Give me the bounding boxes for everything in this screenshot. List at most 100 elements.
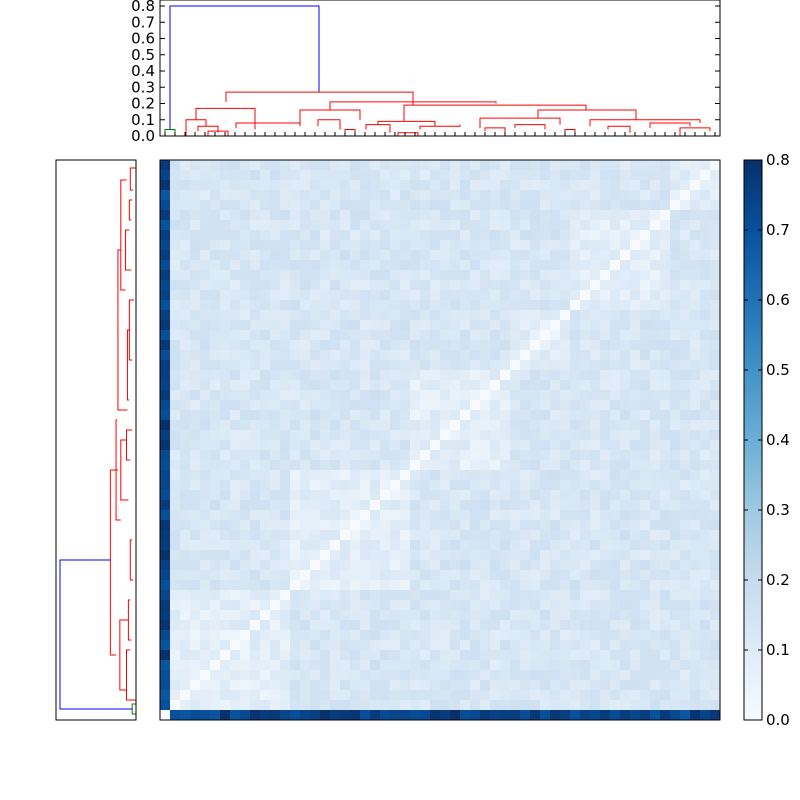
heatmap-cell: [680, 170, 690, 180]
heatmap-cell: [510, 460, 520, 470]
heatmap-cell: [510, 520, 520, 530]
heatmap-cell: [640, 500, 650, 510]
heatmap-cell: [370, 480, 380, 490]
heatmap-cell: [650, 390, 660, 400]
heatmap-cell: [230, 230, 240, 240]
heatmap-cell: [580, 600, 590, 610]
heatmap-cell: [390, 410, 400, 420]
heatmap-cell: [230, 460, 240, 470]
heatmap-cell: [330, 430, 340, 440]
heatmap-cell: [710, 330, 720, 340]
heatmap-cell: [670, 460, 680, 470]
heatmap-cell: [390, 220, 400, 230]
heatmap-cell: [310, 630, 320, 640]
heatmap-cell: [680, 540, 690, 550]
heatmap-cell: [310, 620, 320, 630]
heatmap-cell: [670, 450, 680, 460]
heatmap-cell: [470, 700, 480, 710]
heatmap-cell: [430, 430, 440, 440]
heatmap-cell: [300, 450, 310, 460]
heatmap-cell: [230, 260, 240, 270]
heatmap-cell: [410, 520, 420, 530]
heatmap-cell: [530, 410, 540, 420]
heatmap-cell: [210, 430, 220, 440]
heatmap-cell: [330, 510, 340, 520]
heatmap-cell: [160, 290, 170, 300]
heatmap-cell: [660, 660, 670, 670]
heatmap-cell: [190, 160, 200, 170]
heatmap-cell: [570, 610, 580, 620]
heatmap-cell: [280, 710, 290, 720]
heatmap-cell: [180, 360, 190, 370]
heatmap-cell: [200, 580, 210, 590]
heatmap-cell: [390, 230, 400, 240]
heatmap-cell: [580, 300, 590, 310]
heatmap-cell: [250, 280, 260, 290]
heatmap-cell: [200, 410, 210, 420]
heatmap-cell: [530, 460, 540, 470]
heatmap-cell: [380, 420, 390, 430]
heatmap-cell: [520, 270, 530, 280]
heatmap-cell: [380, 640, 390, 650]
heatmap-cell: [250, 680, 260, 690]
heatmap-cell: [440, 170, 450, 180]
heatmap-cell: [340, 320, 350, 330]
heatmap-cell: [560, 560, 570, 570]
heatmap-cell: [380, 530, 390, 540]
heatmap-cell: [330, 290, 340, 300]
heatmap-cell: [440, 650, 450, 660]
heatmap-cell: [340, 420, 350, 430]
heatmap-cell: [300, 370, 310, 380]
heatmap-cell: [370, 410, 380, 420]
heatmap-cell: [320, 710, 330, 720]
heatmap-cell: [270, 560, 280, 570]
heatmap-cell: [650, 230, 660, 240]
heatmap-cell: [410, 210, 420, 220]
heatmap-cell: [710, 170, 720, 180]
heatmap-cell: [170, 670, 180, 680]
heatmap-cell: [450, 280, 460, 290]
heatmap-cell: [570, 680, 580, 690]
heatmap-cell: [160, 660, 170, 670]
heatmap-cell: [250, 180, 260, 190]
heatmap-cell: [350, 240, 360, 250]
heatmap-cell: [190, 450, 200, 460]
heatmap-cell: [250, 460, 260, 470]
heatmap-cell: [390, 210, 400, 220]
heatmap-cell: [290, 310, 300, 320]
heatmap-cell: [510, 210, 520, 220]
heatmap-cell: [610, 590, 620, 600]
heatmap-cell: [270, 600, 280, 610]
heatmap-cell: [350, 330, 360, 340]
heatmap-cell: [550, 350, 560, 360]
heatmap-cell: [450, 710, 460, 720]
heatmap-cell: [690, 640, 700, 650]
heatmap-cell: [460, 460, 470, 470]
heatmap-cell: [430, 350, 440, 360]
heatmap-cell: [200, 550, 210, 560]
heatmap-cell: [300, 330, 310, 340]
heatmap-cell: [610, 270, 620, 280]
heatmap-cell: [370, 180, 380, 190]
heatmap-cell: [230, 340, 240, 350]
heatmap-cell: [220, 480, 230, 490]
heatmap-cell: [220, 380, 230, 390]
heatmap-cell: [270, 710, 280, 720]
heatmap-cell: [280, 640, 290, 650]
heatmap-cell: [220, 700, 230, 710]
heatmap-cell: [620, 700, 630, 710]
heatmap-cell: [470, 330, 480, 340]
heatmap-cell: [190, 200, 200, 210]
heatmap-cell: [550, 700, 560, 710]
heatmap-cell: [190, 270, 200, 280]
heatmap-cell: [210, 300, 220, 310]
heatmap-cell: [710, 260, 720, 270]
heatmap-cell: [290, 200, 300, 210]
heatmap-cell: [240, 350, 250, 360]
heatmap-cell: [410, 490, 420, 500]
heatmap-cell: [190, 320, 200, 330]
heatmap-cell: [600, 570, 610, 580]
heatmap-cell: [630, 690, 640, 700]
heatmap-cell: [180, 260, 190, 270]
